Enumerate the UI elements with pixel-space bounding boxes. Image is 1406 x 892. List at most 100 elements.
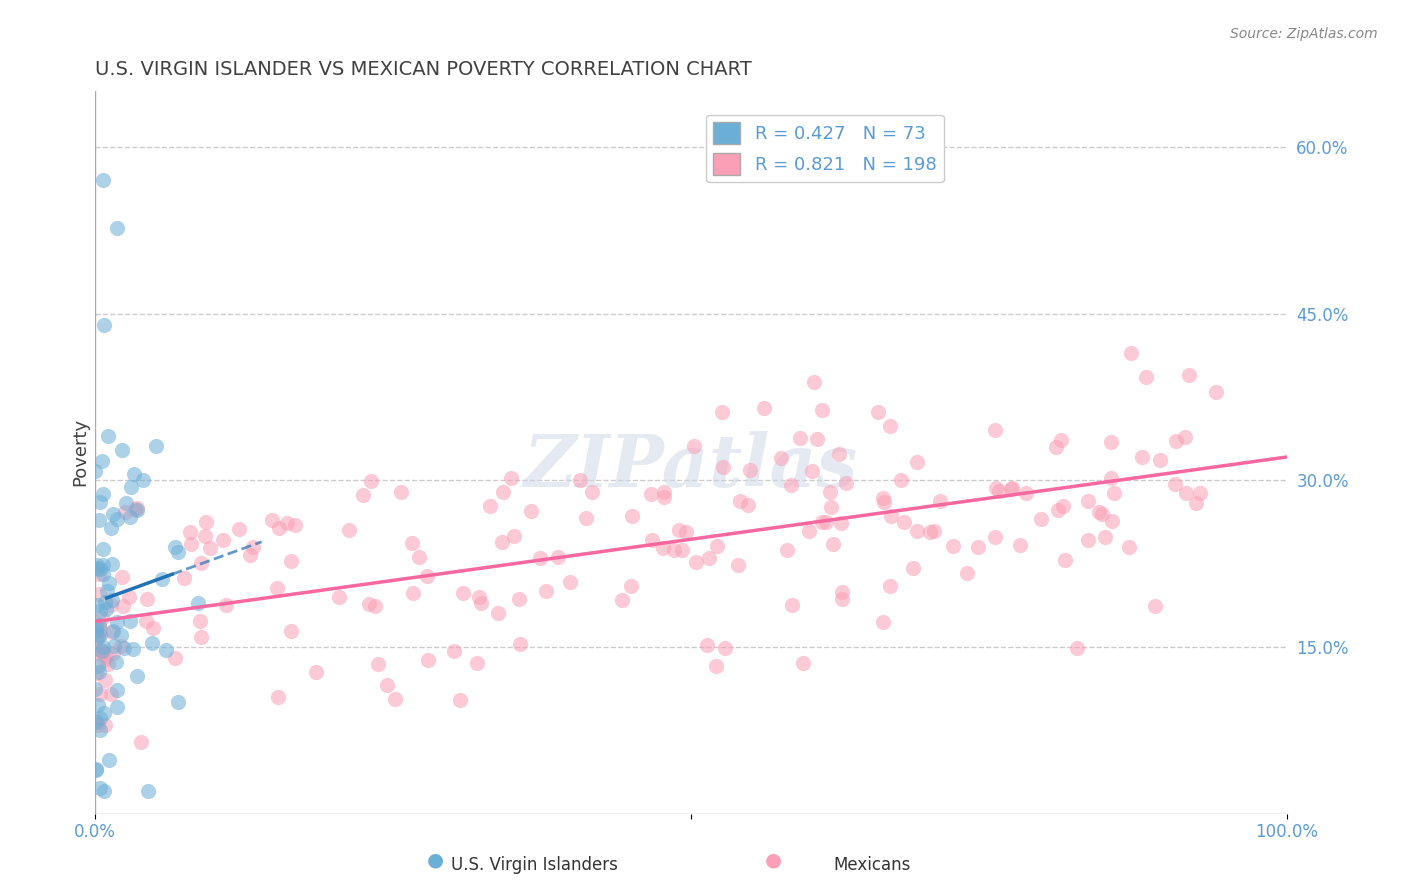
Point [101,507,124,521]
Text: Mexicans: Mexicans [832,856,911,874]
Point [260,512,283,526]
Point [683,439,706,453]
Point [89,711,111,725]
Point [509,637,531,651]
Point [547,549,569,564]
Point [190,557,212,571]
Point [100,687,122,701]
Point [1099,435,1122,450]
Point [97,657,120,671]
Point [831,592,853,607]
Point [806,432,828,446]
Point [91,640,114,654]
Point [89,687,111,701]
Point [1010,538,1032,552]
Point [641,533,664,548]
Point [111,442,134,457]
Point [120,480,142,494]
Point [443,643,465,657]
Point [1066,641,1088,656]
Point [91,173,114,187]
Point [1077,533,1099,548]
Point [105,655,128,669]
Point [94,649,117,664]
Point [89,562,111,576]
Point [305,665,328,679]
Text: U.S. Virgin Islanders: U.S. Virgin Islanders [451,856,617,874]
Point [520,504,543,518]
Point [1077,494,1099,508]
Point [127,502,149,516]
Point [890,473,912,487]
Point [284,518,307,533]
Point [132,473,155,487]
Y-axis label: Poverty: Poverty [72,418,89,486]
Point [357,597,380,611]
Point [470,596,492,610]
Point [780,477,803,491]
Point [91,647,114,661]
Point [280,624,302,638]
Point [814,515,837,529]
Point [101,625,124,640]
Point [820,500,842,515]
Point [91,558,114,572]
Point [87,630,110,644]
Point [1118,541,1140,555]
Point [821,537,844,551]
Point [90,611,112,625]
Point [873,494,896,508]
Point [1099,471,1122,485]
Point [1104,486,1126,500]
Point [714,641,737,656]
Point [880,509,903,524]
Legend: R = 0.427   N = 73, R = 0.821   N = 198: R = 0.427 N = 73, R = 0.821 N = 198 [706,115,943,182]
Point [1174,430,1197,444]
Point [103,646,125,660]
Point [105,683,128,698]
Point [799,524,821,538]
Point [486,606,509,620]
Point [89,513,111,527]
Point [194,515,217,529]
Point [84,763,107,777]
Point [922,524,945,539]
Point [800,464,823,478]
Point [737,498,759,512]
Point [276,516,298,531]
Point [713,459,735,474]
Point [696,638,718,652]
Point [105,511,128,525]
Point [1000,482,1022,496]
Point [194,529,217,543]
Point [101,593,124,607]
Point [84,681,107,696]
Text: ●: ● [765,851,782,870]
Point [651,541,673,555]
Point [1094,530,1116,544]
Point [364,599,387,613]
Point [267,690,290,704]
Point [120,510,142,524]
Point [1185,496,1208,510]
Point [491,534,513,549]
Point [671,543,693,558]
Point [1045,440,1067,454]
Point [86,632,108,647]
Point [668,524,690,538]
Point [984,481,1007,495]
Point [752,401,775,415]
Point [114,504,136,518]
Point [738,463,761,477]
Point [929,494,952,508]
Point [110,640,132,654]
Point [84,714,107,728]
Point [84,624,107,638]
Point [86,619,108,633]
Point [704,659,727,673]
Point [97,429,120,443]
Point [87,618,110,632]
Point [280,554,302,568]
Point [479,499,502,513]
Point [529,551,551,566]
